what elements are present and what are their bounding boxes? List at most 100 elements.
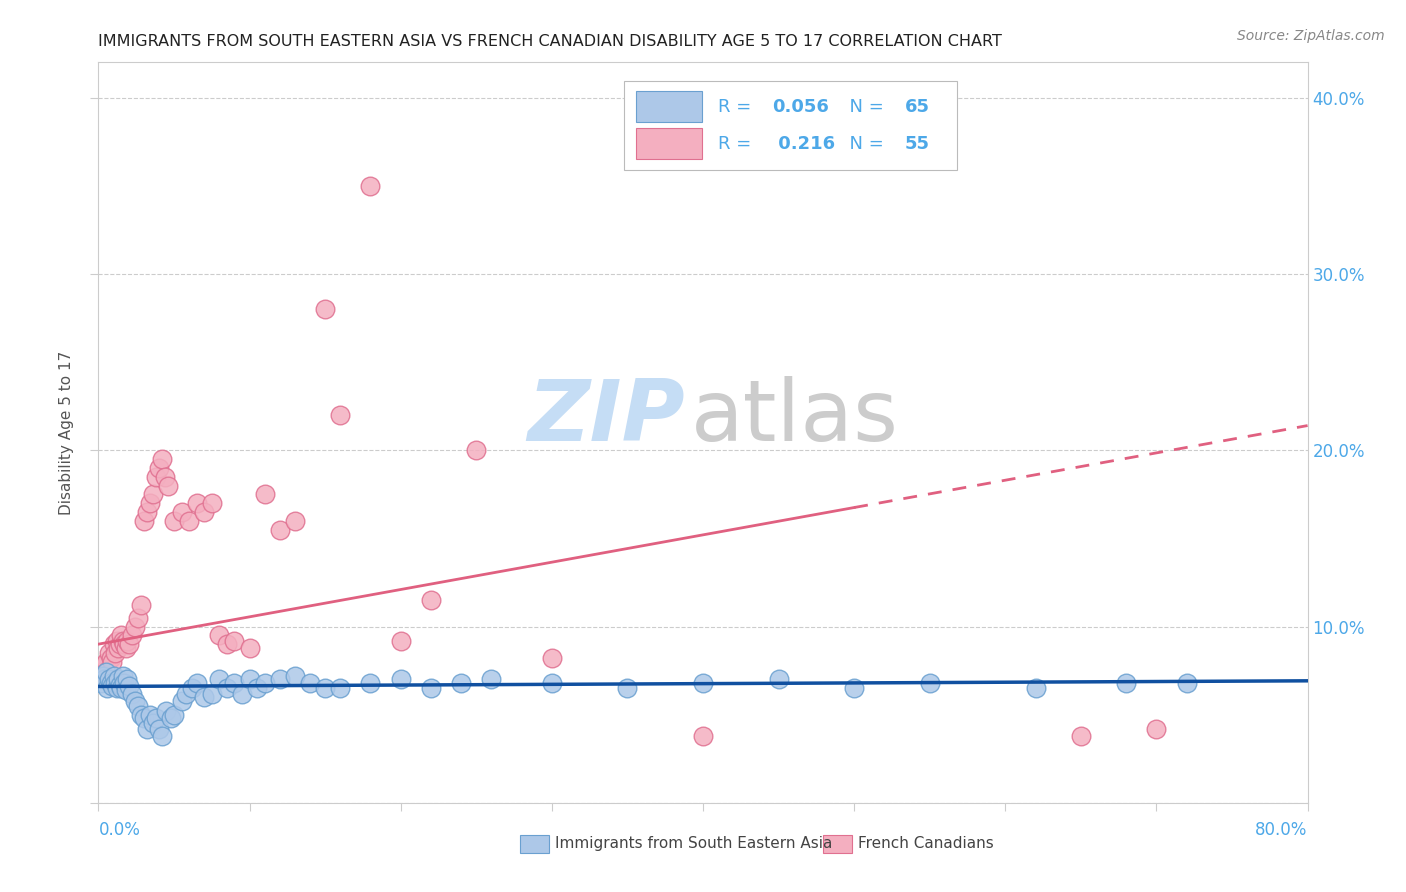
Point [170,505,193,519]
Point [100,651,122,665]
Point [239,673,262,687]
Point [90,676,112,690]
Point [329,408,352,422]
Point [129,707,152,722]
Point [299,676,322,690]
Point [231,686,253,700]
Point [284,669,307,683]
Point [115,673,138,687]
Point [145,711,167,725]
Point [103,637,125,651]
Point [139,496,162,510]
Text: N =: N = [838,98,890,116]
Point [111,633,134,648]
Point [239,640,262,655]
FancyBboxPatch shape [637,128,702,160]
FancyBboxPatch shape [520,836,550,853]
Point [104,676,127,690]
Point [103,669,125,683]
Point [1175,676,1198,690]
Point [224,676,246,690]
Point [156,478,179,492]
Point [121,686,143,700]
Point [224,633,246,648]
Point [124,693,146,707]
Point [420,681,443,696]
Point [129,599,152,613]
Point [150,452,173,467]
Point [150,729,173,743]
Point [148,722,170,736]
Point [108,637,131,651]
Point [132,514,155,528]
Point [420,593,443,607]
Text: atlas: atlas [690,376,898,459]
Point [142,716,165,731]
Point [135,505,157,519]
Text: Immigrants from South Eastern Asia: Immigrants from South Eastern Asia [555,836,832,851]
Point [90,669,112,683]
Point [107,640,129,655]
Point [105,681,128,696]
Point [101,655,124,669]
Point [112,676,135,690]
Text: 0.216: 0.216 [772,135,835,153]
Point [153,469,176,483]
Point [193,505,215,519]
Point [127,698,149,713]
Point [450,676,472,690]
Point [540,651,562,665]
Point [139,707,162,722]
FancyBboxPatch shape [624,81,957,169]
Point [110,681,132,696]
Point [389,633,412,648]
Point [163,707,186,722]
Point [108,678,131,692]
Text: 55: 55 [905,135,929,153]
Point [186,496,208,510]
Point [135,722,157,736]
Point [101,680,124,694]
Text: R =: R = [717,135,756,153]
Point [360,676,382,690]
Point [540,676,562,690]
Text: ZIP: ZIP [527,376,685,459]
Point [91,669,114,683]
Point [93,673,115,687]
Point [201,496,224,510]
Text: French Canadians: French Canadians [858,836,994,851]
Text: Source: ZipAtlas.com: Source: ZipAtlas.com [1237,29,1385,43]
Point [768,673,790,687]
Point [96,664,118,678]
Point [148,461,170,475]
Point [314,681,336,696]
Point [253,487,276,501]
FancyBboxPatch shape [823,836,852,853]
Point [284,514,307,528]
Point [181,681,204,696]
Point [692,676,714,690]
Point [94,665,117,680]
Point [107,673,129,687]
Point [269,673,291,687]
Point [389,673,412,687]
Point [269,523,291,537]
Point [104,646,127,660]
Point [114,683,136,698]
Point [186,676,208,690]
Point [314,302,336,317]
Point [163,514,186,528]
Text: 0.056: 0.056 [772,98,828,116]
Point [208,628,231,642]
Point [93,658,115,673]
Point [360,178,382,193]
Point [121,628,143,642]
Point [174,686,197,700]
Point [98,646,121,660]
Point [616,681,638,696]
Point [94,655,117,669]
Point [465,443,488,458]
Text: 65: 65 [905,98,929,116]
Point [118,637,141,651]
Text: 80.0%: 80.0% [1256,822,1308,839]
